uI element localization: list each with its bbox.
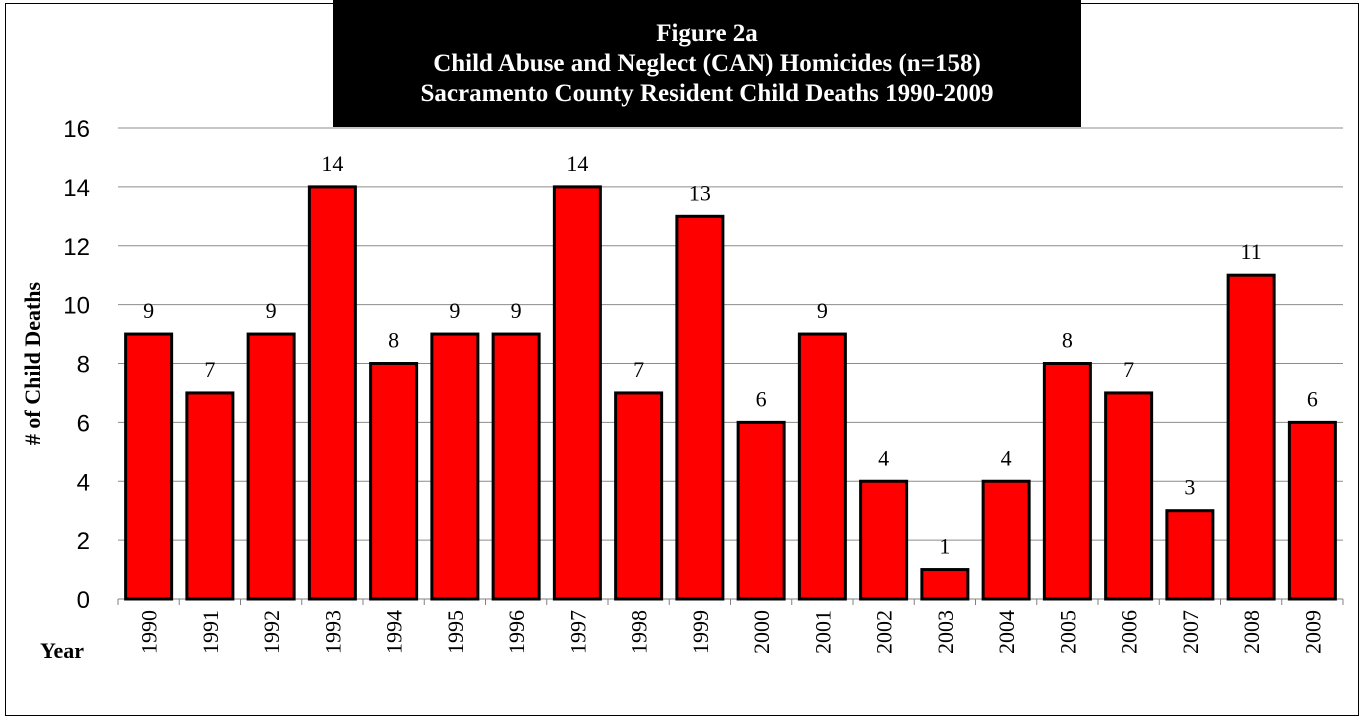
y-axis-label: # of Child Deaths <box>20 281 45 445</box>
x-tick-label-1994: 1994 <box>382 610 407 654</box>
y-tick-label: 0 <box>77 587 90 614</box>
x-tick-label-2000: 2000 <box>749 610 774 654</box>
bar-1997 <box>552 185 602 601</box>
x-tick-label-1998: 1998 <box>627 610 652 654</box>
y-tick-label: 6 <box>77 410 90 437</box>
x-axis-ticks: 1990 1991 1992 1993 1994 1995 1996 1997 1998 1999… <box>137 610 1326 654</box>
x-tick-label-2002: 2002 <box>872 610 897 654</box>
bar-1995 <box>430 332 480 601</box>
y-axis-ticks: 0 2 4 6 8 10 12 14 16 <box>63 116 90 614</box>
bar-2005 <box>1042 362 1092 601</box>
y-tick-label: 14 <box>63 175 90 202</box>
bar-2009 <box>1287 420 1337 601</box>
bar-2004 <box>981 479 1031 601</box>
bar-1994 <box>369 362 419 601</box>
y-tick-label: 8 <box>77 352 90 379</box>
data-label-1991: 7 <box>204 357 215 382</box>
x-tick-label-1992: 1992 <box>259 610 284 654</box>
data-label-2002: 4 <box>878 445 889 470</box>
bar-2002 <box>859 479 909 601</box>
data-label-1993: 14 <box>321 151 343 176</box>
bar-1991 <box>185 391 235 601</box>
bar-1996 <box>491 332 541 601</box>
bar-2008 <box>1226 273 1276 601</box>
x-tick-label-2007: 2007 <box>1178 610 1203 654</box>
y-tick-label: 4 <box>77 469 90 496</box>
data-label-2003: 1 <box>939 534 950 559</box>
data-label-2005: 8 <box>1062 328 1073 353</box>
data-label-1995: 9 <box>449 298 460 323</box>
x-tick-label-2005: 2005 <box>1055 610 1080 654</box>
chart-title-line-2: Child Abuse and Neglect (CAN) Homicides … <box>433 49 981 77</box>
data-label-2009: 6 <box>1307 386 1318 411</box>
x-tick-label-2003: 2003 <box>933 610 958 654</box>
y-tick-label: 12 <box>63 234 90 261</box>
x-axis-label: Year <box>40 638 84 663</box>
bar-1999 <box>675 214 725 601</box>
chart-title-line-1: Figure 2a <box>656 19 758 47</box>
data-label-1992: 9 <box>266 298 277 323</box>
bar-2007 <box>1165 509 1215 601</box>
x-tick-label-1993: 1993 <box>320 610 345 654</box>
data-label-1997: 14 <box>566 151 588 176</box>
bar-2006 <box>1104 391 1154 601</box>
data-label-2001: 9 <box>817 298 828 323</box>
bar-1998 <box>614 391 664 601</box>
x-tick-label-2001: 2001 <box>810 610 835 654</box>
data-label-1998: 7 <box>633 357 644 382</box>
data-label-2006: 7 <box>1123 357 1134 382</box>
x-tick-label-2009: 2009 <box>1300 610 1325 654</box>
x-tick-label-1996: 1996 <box>504 610 529 654</box>
x-tick-label-1995: 1995 <box>443 610 468 654</box>
x-tick-label-2006: 2006 <box>1117 610 1142 654</box>
data-label-1996: 9 <box>511 298 522 323</box>
bars <box>124 185 1337 601</box>
y-tick-label: 10 <box>63 293 90 320</box>
data-label-2007: 3 <box>1184 475 1195 500</box>
x-tick-label-1997: 1997 <box>565 610 590 654</box>
bar-2000 <box>736 420 786 601</box>
x-tick-label-1991: 1991 <box>198 610 223 654</box>
y-tick-label: 16 <box>63 116 90 143</box>
data-label-1999: 13 <box>689 180 711 205</box>
x-tick-label-2008: 2008 <box>1239 610 1264 654</box>
gridlines <box>117 127 1344 605</box>
x-tick-label-2004: 2004 <box>994 610 1019 654</box>
data-label-2008: 11 <box>1241 239 1262 264</box>
bar-1990 <box>124 332 174 601</box>
data-label-2004: 4 <box>1001 445 1012 470</box>
bar-1992 <box>246 332 296 601</box>
data-label-2000: 6 <box>756 386 767 411</box>
x-tick-label-1999: 1999 <box>688 610 713 654</box>
data-label-1990: 9 <box>143 298 154 323</box>
bar-2001 <box>797 332 847 601</box>
chart-title: Figure 2a Child Abuse and Neglect (CAN) … <box>333 0 1081 127</box>
y-tick-label: 2 <box>77 528 90 555</box>
bar-2003 <box>920 568 970 601</box>
chart-title-line-3: Sacramento County Resident Child Deaths … <box>420 79 994 107</box>
bar-1993 <box>307 185 357 601</box>
data-label-1994: 8 <box>388 328 399 353</box>
x-tick-label-1990: 1990 <box>137 610 162 654</box>
